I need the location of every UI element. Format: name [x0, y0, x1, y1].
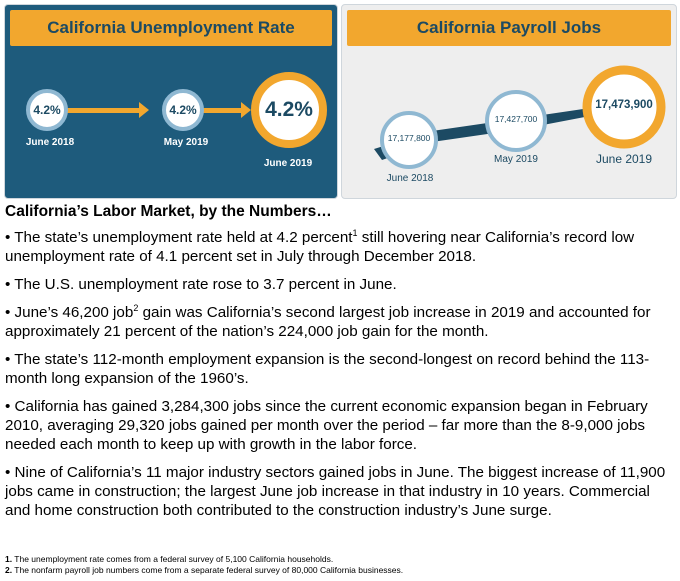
jobs-value-june-2019: 17,473,900 [595, 99, 653, 111]
bullet-text: still hovering near California’s record … [5, 229, 635, 265]
footnote-ref: 1 [352, 228, 358, 238]
footnote-ref: 2 [133, 303, 139, 313]
footnote-text: The nonfarm payroll job numbers come fro… [12, 565, 404, 575]
jobs-value-may-2019: 17,427,700 [494, 114, 538, 124]
rate-label-june-2019: June 2019 [263, 158, 313, 169]
bullet-text: gain was California’s second largest job… [5, 304, 651, 340]
footnote-1: 1. The unemployment rate comes from a fe… [5, 554, 403, 565]
jobs-value-june-2018: 17,177,800 [387, 133, 431, 143]
unemployment-panel-title: California Unemployment Rate [10, 10, 332, 46]
footnote-text: The unemployment rate comes from a feder… [12, 554, 334, 564]
section-title: California’s Labor Market, by the Number… [5, 203, 332, 220]
rate-circle-may-2019: 4.2% [162, 89, 204, 131]
bullet-list: • The state’s unemployment rate held at … [5, 228, 677, 529]
payroll-jobs-panel: California Payroll Jobs 17,177,800 17,42… [341, 4, 677, 199]
rate-label-june-2018: June 2018 [25, 137, 75, 148]
bullet-june-job-gain: • June’s 46,200 job2 gain was California… [5, 303, 677, 341]
bullet-text: • June’s 46,200 job [5, 304, 134, 321]
payroll-panel-title: California Payroll Jobs [347, 10, 671, 46]
rate-circle-june-2018: 4.2% [26, 89, 68, 131]
connector-line [187, 108, 245, 113]
footnote-number: 2. [5, 565, 13, 575]
bullet-industry-sectors: • Nine of California’s 11 major industry… [5, 464, 666, 519]
bullet-unemployment-held: • The state’s unemployment rate held at … [5, 228, 677, 266]
bullet-text: • The state’s unemployment rate held at … [5, 229, 353, 246]
bullet-us-rate: • The U.S. unemployment rate rose to 3.7… [5, 276, 397, 293]
arrow-right-icon [241, 102, 251, 118]
footnotes: 1. The unemployment rate comes from a fe… [5, 554, 403, 576]
arrow-right-icon [139, 102, 149, 118]
jobs-label-june-2019: June 2019 [595, 152, 653, 166]
jobs-label-june-2018: June 2018 [386, 173, 434, 184]
bullet-expansion: • The state’s 112-month employment expan… [5, 351, 650, 387]
footnote-2: 2. The nonfarm payroll job numbers come … [5, 565, 403, 576]
connector-line [45, 108, 140, 113]
jobs-label-may-2019: May 2019 [494, 154, 538, 165]
footnote-number: 1. [5, 554, 13, 564]
bullet-jobs-gained: • California has gained 3,284,300 jobs s… [5, 398, 648, 453]
rate-label-may-2019: May 2019 [163, 137, 209, 148]
rate-circle-june-2019: 4.2% [251, 72, 327, 148]
unemployment-rate-panel: California Unemployment Rate 4.2% 4.2% 4… [4, 4, 338, 199]
payroll-growth-arrow [374, 65, 666, 169]
